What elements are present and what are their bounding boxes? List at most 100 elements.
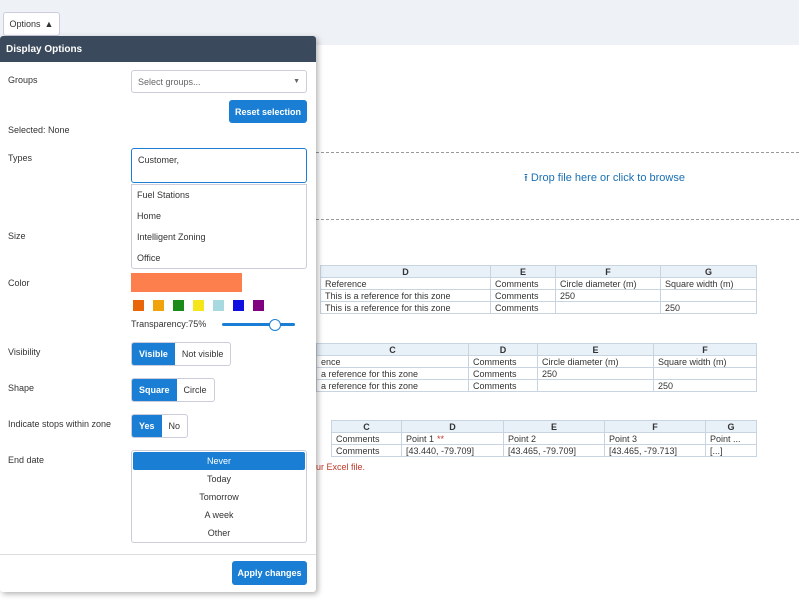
color-swatch[interactable] xyxy=(133,300,144,311)
row: This is a reference for this zone Comment… xyxy=(320,301,757,314)
cell-text: 250 xyxy=(665,302,681,313)
options-button[interactable]: Options ▲ xyxy=(3,12,60,36)
apply-button[interactable]: Apply changes xyxy=(232,561,307,585)
reset-button[interactable]: Reset selection xyxy=(229,100,307,123)
cell-text: Comments xyxy=(336,433,380,444)
cell: ence xyxy=(316,355,469,368)
end-date-option[interactable]: A week xyxy=(204,510,234,520)
cell-text: Square width (m) xyxy=(665,278,734,289)
drop-text[interactable]: ⭱ Drop file here or click to browse xyxy=(524,172,685,184)
toggle-option[interactable]: Circle xyxy=(183,385,207,395)
color-swatch[interactable] xyxy=(253,300,264,311)
cell: Reference xyxy=(320,277,491,290)
toggle-option[interactable]: No xyxy=(168,421,181,431)
cell: [43.465, -79.713] xyxy=(604,444,706,457)
cell: 250 xyxy=(653,379,757,392)
data-table: C D E F G Comments Point 1 ** Point 2 Point 3 Poin… xyxy=(331,420,757,457)
toggle-option[interactable]: Yes xyxy=(132,415,162,437)
header-cell: E xyxy=(490,265,556,278)
cell-text: Comments xyxy=(495,302,539,313)
stops-toggle: Yes No xyxy=(131,414,189,438)
types-input[interactable]: Customer, xyxy=(131,148,307,183)
color-swatch[interactable] xyxy=(153,300,164,311)
drop-label: Drop file here or click to browse xyxy=(530,172,685,184)
visibility-label: Visibility xyxy=(8,347,41,357)
header-cell: F xyxy=(604,420,706,433)
header-cell: C xyxy=(316,343,469,356)
type-option[interactable]: Fuel Stations xyxy=(137,190,190,200)
cell-text: a reference for this zone xyxy=(321,368,419,379)
cell xyxy=(555,301,661,314)
cell-text: ence xyxy=(321,356,341,367)
current-color[interactable] xyxy=(131,273,242,292)
end-date-label: End date xyxy=(8,455,45,465)
drop-zone[interactable] xyxy=(316,152,799,220)
cell-text: 250 xyxy=(542,368,558,379)
cell-text: Comments xyxy=(473,380,517,391)
color-label: Color xyxy=(8,278,30,288)
groups-placeholder: Select groups... xyxy=(138,76,201,87)
cell-text: Square width (m) xyxy=(658,356,727,367)
color-swatch[interactable] xyxy=(233,300,244,311)
cell: Point 2 xyxy=(503,432,605,445)
header-cell: F xyxy=(653,343,757,356)
panel-title: Display Options xyxy=(0,36,316,62)
header-cell: E xyxy=(503,420,605,433)
row: Comments [43.440, -79.709] [43.465, -79.70… xyxy=(331,444,757,457)
header-cell: F xyxy=(555,265,661,278)
required-marker: ** xyxy=(437,433,445,444)
toggle-option[interactable]: Not visible xyxy=(181,349,224,359)
cell: [43.440, -79.709] xyxy=(401,444,504,457)
cell: Circle diameter (m) xyxy=(537,355,654,368)
end-date-option[interactable]: Never xyxy=(133,452,305,470)
cell-text: Comments xyxy=(495,290,539,301)
color-swatch[interactable] xyxy=(213,300,224,311)
cell-text: Point 2 xyxy=(508,433,537,444)
cell: Comments xyxy=(490,289,556,302)
cell-text: [...] xyxy=(710,445,723,456)
transparency-label: Transparency:75% xyxy=(131,319,207,329)
cell: [...] xyxy=(705,444,757,457)
cell: This is a reference for this zone xyxy=(320,301,491,314)
header-cell: E xyxy=(537,343,654,356)
row: This is a reference for this zone Comment… xyxy=(320,289,757,302)
cell: Square width (m) xyxy=(660,277,757,290)
cell: a reference for this zone xyxy=(316,379,469,392)
cell: 250 xyxy=(555,289,661,302)
header-cell: G xyxy=(660,265,757,278)
error-text: ur Excel file. xyxy=(316,462,366,472)
cell-text: 250 xyxy=(560,290,576,301)
color-swatch[interactable] xyxy=(193,300,204,311)
transparency-slider[interactable] xyxy=(222,323,295,326)
caret: ▼ xyxy=(293,78,300,85)
groups-select[interactable]: Select groups... ▼ xyxy=(131,70,307,93)
cell: [43.465, -79.709] xyxy=(503,444,605,457)
size-label: Size xyxy=(8,231,26,241)
toggle-option[interactable]: Square xyxy=(132,379,177,401)
groups-label: Groups xyxy=(8,75,38,85)
cell: This is a reference for this zone xyxy=(320,289,491,302)
color-swatch[interactable] xyxy=(173,300,184,311)
type-option[interactable]: Home xyxy=(137,211,162,221)
cell-text: Comments xyxy=(336,445,380,456)
header-cell: G xyxy=(705,420,757,433)
cell-text: Point 3 xyxy=(609,433,638,444)
type-option[interactable]: Intelligent Zoning xyxy=(137,232,206,242)
cell: 250 xyxy=(660,301,757,314)
end-date-option[interactable]: Other xyxy=(207,528,231,538)
display-options-panel: Display Options xyxy=(0,36,316,592)
cell xyxy=(537,379,654,392)
cell-text: Circle diameter (m) xyxy=(542,356,619,367)
toggle-option[interactable]: Visible xyxy=(132,343,175,365)
selected-text: Selected: None xyxy=(8,125,70,135)
caret-up: ▲ xyxy=(44,19,54,29)
header-cell: D xyxy=(468,343,538,356)
row: Reference Comments Circle diameter (m) Squa… xyxy=(320,277,757,290)
cell-text: 250 xyxy=(658,380,674,391)
end-date-option[interactable]: Today xyxy=(206,474,232,484)
slider-thumb[interactable] xyxy=(269,319,281,331)
end-date-option[interactable]: Tomorrow xyxy=(199,492,239,502)
cell-text: This is a reference for this zone xyxy=(325,302,451,313)
type-option[interactable]: Office xyxy=(137,253,161,263)
